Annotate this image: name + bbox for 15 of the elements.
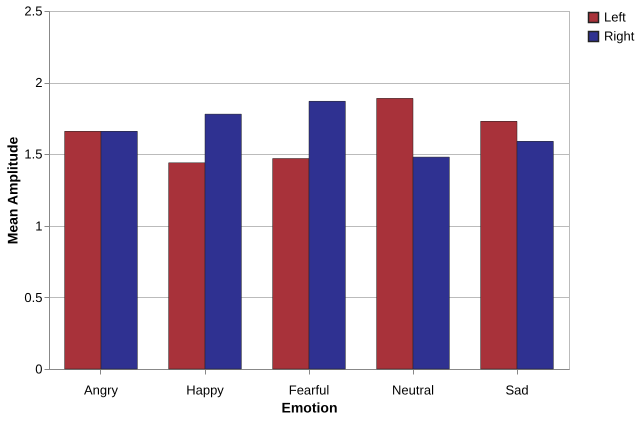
y-tick-label: 0.5 <box>24 290 42 305</box>
x-tick-label: Happy <box>186 382 224 398</box>
x-tick-label: Neutral <box>392 382 434 398</box>
legend-label: Right <box>604 28 635 44</box>
y-tick-label: 0 <box>35 362 42 376</box>
y-tick-label: 1.5 <box>24 146 42 162</box>
y-axis-title: Mean Amplitude <box>4 136 20 244</box>
x-axis-title: Emotion <box>282 400 338 416</box>
x-tick-label: Fearful <box>288 382 330 398</box>
y-tick-label: 1 <box>35 218 42 234</box>
x-tick-label: Angry <box>84 382 118 398</box>
y-tick-label: 2 <box>35 75 42 90</box>
x-tick-label: Sad <box>505 382 529 398</box>
legend-label: Left <box>604 10 626 24</box>
y-tick-label: 2.5 <box>24 4 42 18</box>
